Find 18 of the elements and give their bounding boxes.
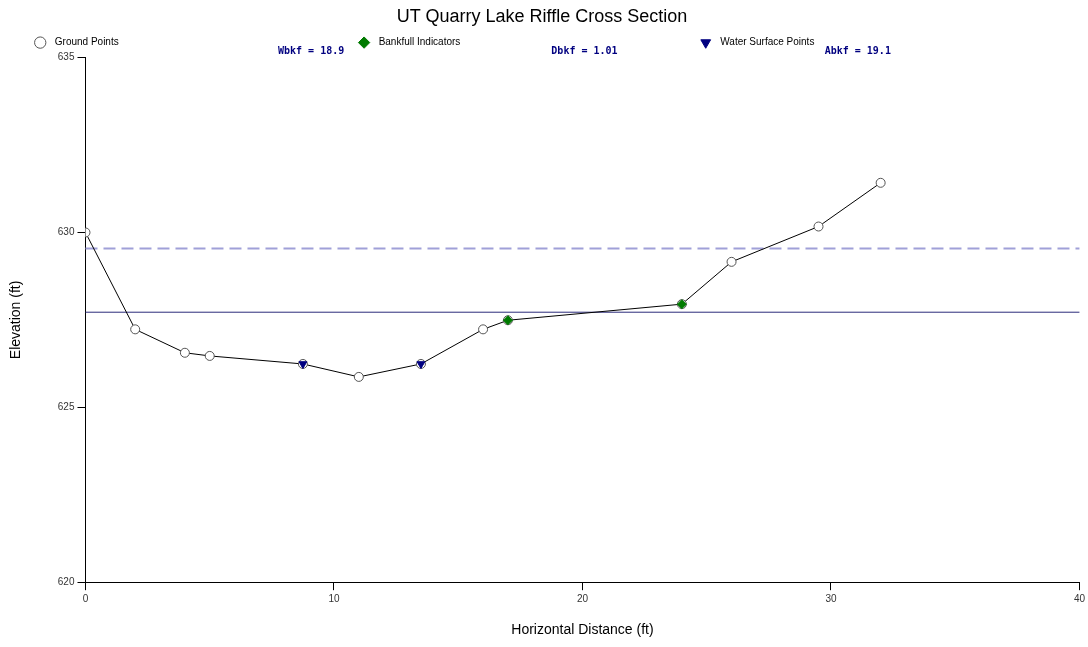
text: Wbkf = 18.9 [277, 44, 345, 56]
chart-title: UT Quarry Lake Riffle Cross Section [396, 5, 688, 26]
x-tick-label: 20 [576, 592, 589, 604]
x-tick-label: 30 [825, 592, 837, 604]
legend-label: Bankfull Indicators [378, 36, 461, 48]
y-tick-label: 635 [57, 51, 75, 63]
y-tick-label: 620 [57, 575, 75, 587]
x-tick-label: 0 [82, 592, 89, 604]
legend-label: Water Surface Points [720, 36, 815, 48]
x-tick-label: 10 [328, 592, 340, 604]
text: Abkf = 19.1 [824, 44, 891, 56]
y-tick-label: 625 [57, 401, 75, 413]
legend-label: Ground Points [54, 36, 119, 48]
x-tick-label: 40 [1073, 592, 1086, 604]
text: Dbkf = 1.01 [551, 44, 618, 56]
x-axis-title: Horizontal Distance (ft) [511, 621, 654, 638]
y-tick-label: 630 [57, 226, 75, 238]
y-axis-title: Elevation (ft) [7, 280, 24, 360]
